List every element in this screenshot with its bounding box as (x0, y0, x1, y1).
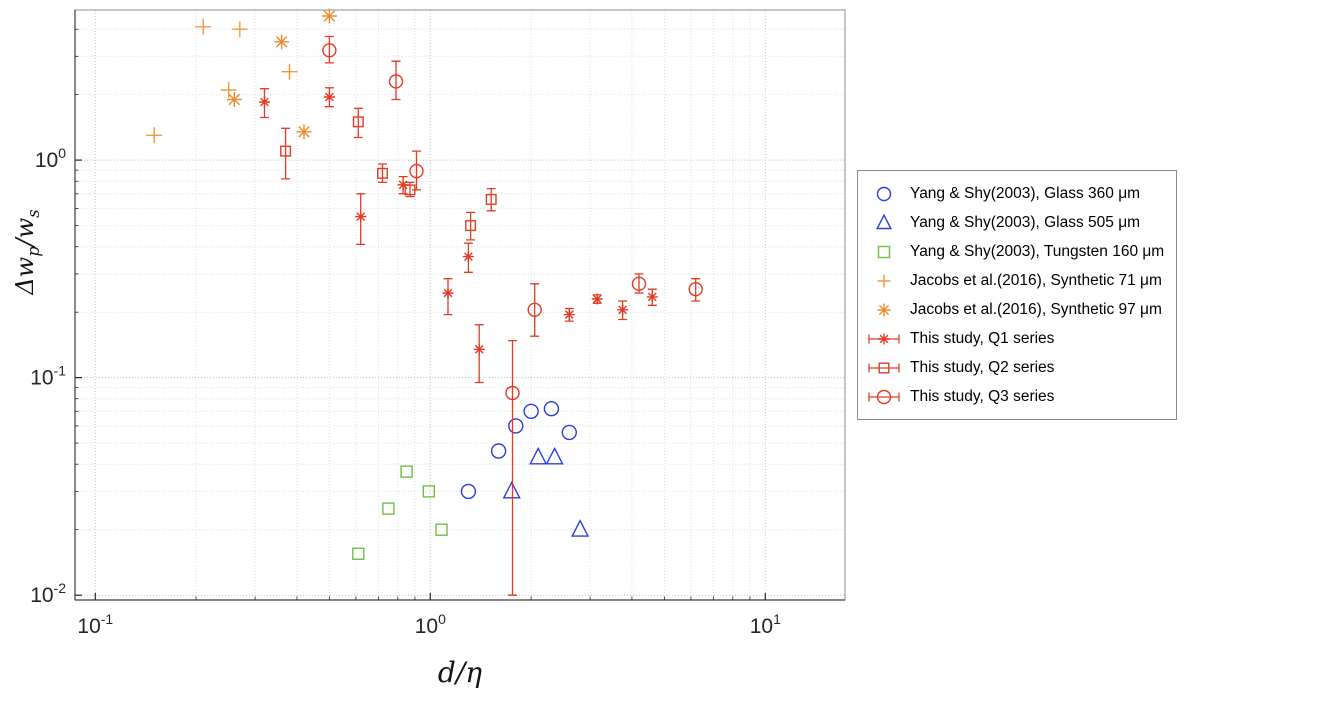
asterisk-marker-icon (877, 303, 891, 316)
x-tick-label: 100 (415, 611, 446, 638)
circle-marker-icon (868, 389, 900, 404)
legend-label: Yang & Shy(2003), Glass 360 μm (910, 184, 1141, 202)
x-tick-label: 101 (750, 611, 781, 638)
y-tick-label: 10-1 (30, 363, 66, 390)
minor-gridlines (75, 10, 845, 600)
legend-item-q1-series: This study, Q1 series (866, 324, 1164, 353)
tick-marks (75, 28, 766, 600)
x-axis-label: d/η (437, 656, 483, 689)
legend-item-synthetic-97: Jacobs et al.(2016), Synthetic 97 μm (866, 295, 1164, 324)
series-q3-series (322, 35, 703, 596)
series-synthetic-71 (146, 18, 298, 144)
legend-label: This study, Q3 series (910, 387, 1055, 405)
x-tick-label: 10-1 (77, 611, 113, 638)
axes-box (74, 9, 846, 601)
series-tungsten-160 (352, 465, 448, 560)
triangle-marker-icon (876, 213, 892, 229)
legend-item-tungsten-160: Yang & Shy(2003), Tungsten 160 μm (866, 237, 1164, 266)
x-tick-labels: 10-1 100 101 (77, 611, 781, 638)
y-tick-label: 10-2 (30, 580, 66, 607)
asterisk-marker-icon (868, 333, 900, 344)
legend: Yang & Shy(2003), Glass 360 μm Yang & Shy… (857, 170, 1178, 420)
series-q2-series (280, 107, 497, 241)
legend-item-q3-series: This study, Q3 series (866, 382, 1164, 411)
legend-item-q2-series: This study, Q2 series (866, 353, 1164, 382)
circle-marker-icon (876, 186, 892, 201)
legend-label: Yang & Shy(2003), Tungsten 160 μm (910, 242, 1165, 260)
series-q1-series (259, 87, 658, 384)
legend-item-glass-505: Yang & Shy(2003), Glass 505 μm (866, 208, 1164, 237)
data-series (146, 8, 703, 596)
y-tick-label: 100 (35, 145, 66, 172)
legend-item-glass-360: Yang & Shy(2003), Glass 360 μm (866, 179, 1164, 208)
axis-lines (74, 10, 845, 601)
square-marker-icon (868, 361, 900, 374)
major-gridlines (75, 10, 845, 600)
plus-marker-icon (877, 274, 891, 287)
square-marker-icon (877, 245, 891, 258)
series-synthetic-97 (226, 8, 337, 140)
legend-item-synthetic-71: Jacobs et al.(2016), Synthetic 71 μm (866, 266, 1164, 295)
legend-label: Jacobs et al.(2016), Synthetic 97 μm (910, 300, 1162, 318)
y-axis-label: Δwp/ws (11, 209, 43, 295)
legend-label: This study, Q2 series (910, 358, 1055, 376)
series-glass-505 (502, 446, 590, 537)
legend-label: Jacobs et al.(2016), Synthetic 71 μm (910, 271, 1162, 289)
series-glass-360 (460, 401, 577, 500)
legend-label: Yang & Shy(2003), Glass 505 μm (910, 213, 1141, 231)
legend-label: This study, Q1 series (910, 329, 1055, 347)
